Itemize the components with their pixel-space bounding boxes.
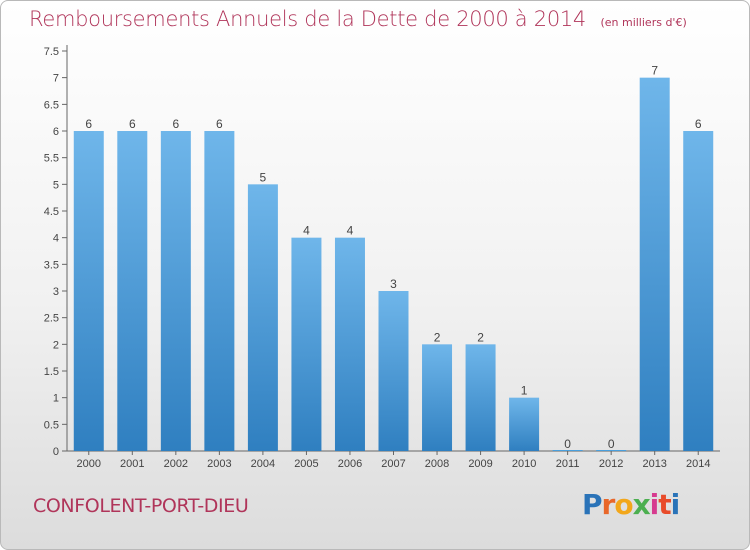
y-tick-label: 3.5 — [44, 259, 59, 271]
x-tick-label-2000: 2000 — [77, 458, 101, 470]
y-tick-label: 1.5 — [44, 366, 59, 378]
x-tick-label-2014: 2014 — [686, 458, 710, 470]
value-label-2009: 2 — [477, 330, 484, 344]
bar-2007 — [378, 291, 409, 451]
title-row: Remboursements Annuels de la Dette de 20… — [29, 7, 687, 31]
bar-2005 — [291, 237, 322, 451]
y-tick-label: 4 — [53, 233, 59, 245]
x-tick-label-2013: 2013 — [642, 458, 666, 470]
bar-2003 — [204, 131, 235, 451]
x-tick-label-2002: 2002 — [164, 458, 188, 470]
y-tick-label: 5.5 — [44, 153, 59, 165]
bar-2006 — [334, 237, 365, 451]
bar-2004 — [247, 184, 278, 452]
y-tick-label: 7 — [53, 73, 59, 85]
x-tick-label-2008: 2008 — [425, 458, 449, 470]
bar-2009 — [465, 344, 496, 451]
value-label-2003: 6 — [216, 117, 223, 131]
commune-name: CONFOLENT-PORT-DIEU — [33, 495, 249, 517]
bar-2000 — [73, 131, 104, 451]
logo-letter: P — [582, 488, 603, 521]
x-tick-label-2004: 2004 — [251, 458, 275, 470]
value-label-2005: 4 — [303, 224, 310, 238]
logo-letter: t — [658, 488, 671, 521]
x-tick-label-2001: 2001 — [120, 458, 144, 470]
value-label-2013: 7 — [651, 64, 658, 78]
bar-2012 — [596, 450, 627, 451]
value-label-2008: 2 — [434, 330, 441, 344]
y-tick-label: 7.5 — [44, 46, 59, 58]
x-tick-label-2005: 2005 — [294, 458, 318, 470]
logo-letter: o — [614, 488, 633, 521]
y-tick-label: 2.5 — [44, 313, 59, 325]
x-tick-label-2007: 2007 — [381, 458, 405, 470]
value-label-2007: 3 — [390, 277, 397, 291]
y-tick-label: 0 — [53, 446, 59, 458]
bar-2014 — [683, 131, 714, 451]
value-label-2000: 6 — [85, 117, 92, 131]
y-tick-label: 0.5 — [44, 419, 59, 431]
x-tick-label-2011: 2011 — [556, 458, 580, 470]
value-label-2002: 6 — [172, 117, 179, 131]
value-label-2014: 6 — [695, 117, 702, 131]
value-label-2006: 4 — [347, 224, 354, 238]
x-tick-label-2009: 2009 — [468, 458, 492, 470]
bar-2002 — [160, 131, 191, 451]
chart-subtitle: (en milliers d'€) — [600, 16, 687, 29]
proxiti-logo: Proxiti — [582, 488, 681, 521]
y-tick-label: 4.5 — [44, 206, 59, 218]
x-tick-label-2006: 2006 — [338, 458, 362, 470]
y-tick-label: 6.5 — [44, 99, 59, 111]
value-label-2012: 0 — [608, 437, 615, 451]
logo-letter: i — [670, 488, 681, 521]
bar-2008 — [422, 344, 453, 451]
y-tick-label: 5 — [53, 179, 59, 191]
bar-2011 — [552, 450, 583, 451]
y-tick-label: 3 — [53, 286, 59, 298]
logo-letter: i — [649, 488, 660, 521]
chart-title: Remboursements Annuels de la Dette de 20… — [29, 7, 586, 31]
value-label-2010: 1 — [521, 384, 528, 398]
y-tick-label: 6 — [53, 126, 59, 138]
value-label-2004: 5 — [260, 170, 267, 184]
y-tick-label: 2 — [53, 339, 59, 351]
value-label-2001: 6 — [129, 117, 136, 131]
y-tick-label: 1 — [53, 393, 59, 405]
bar-2001 — [117, 131, 148, 451]
x-tick-label-2010: 2010 — [512, 458, 536, 470]
logo-letter: x — [632, 488, 651, 521]
value-label-2011: 0 — [564, 437, 571, 451]
bar-2013 — [639, 77, 670, 452]
x-tick-label-2003: 2003 — [207, 458, 231, 470]
logo-letter: r — [601, 488, 616, 521]
x-tick-label-2012: 2012 — [599, 458, 623, 470]
bar-2010 — [509, 397, 540, 451]
